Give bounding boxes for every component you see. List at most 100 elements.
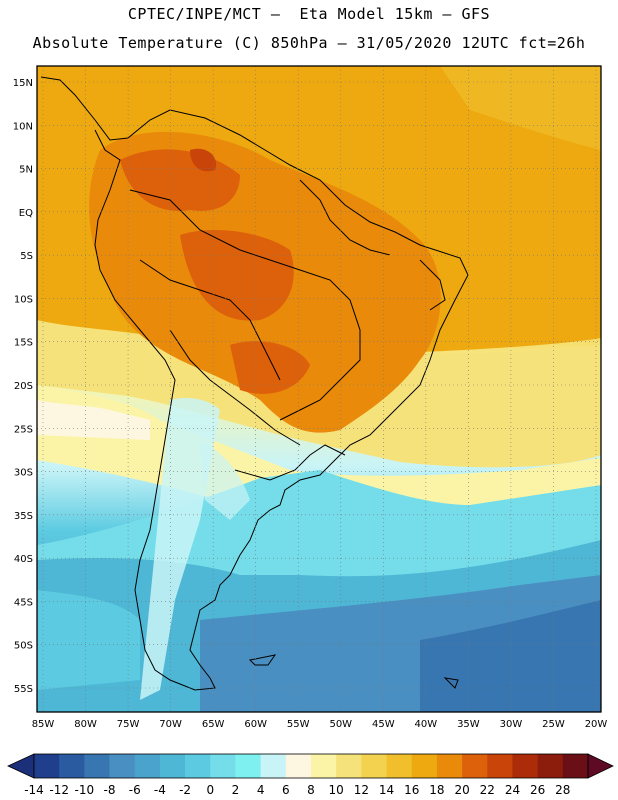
lon-tick-label: 50W [329, 719, 352, 730]
colorbar-swatch [386, 754, 413, 778]
lon-tick-label: 40W [415, 719, 438, 730]
colorbar-tick-label: 22 [480, 783, 495, 797]
colorbar-swatch [462, 754, 488, 778]
lon-tick-label: 70W [159, 719, 182, 730]
warm-patch-ne [440, 66, 601, 150]
colorbar-swatch [159, 754, 186, 778]
colorbar-high-arrow [587, 753, 614, 779]
colorbar-tick-label: 20 [454, 783, 469, 797]
lon-tick-label: 60W [244, 719, 267, 730]
colorbar-tick-label: -12 [49, 783, 69, 797]
coastlines [40, 76, 469, 691]
colorbar-tick-label: 14 [379, 783, 394, 797]
temperature-field [37, 66, 601, 712]
colorbar-tick-label: 16 [404, 783, 419, 797]
lon-tick-label: 75W [117, 719, 140, 730]
colorbar-swatch [134, 754, 161, 778]
colorbar-frame [33, 753, 589, 779]
lon-tick-label: 20W [585, 719, 608, 730]
colorbar-swatch [59, 754, 85, 778]
border-peru-bolivia [139, 259, 281, 381]
border-guianas [299, 179, 391, 256]
coast-rio-de-la-plata [234, 444, 346, 481]
colorbar-tick-label: 18 [429, 783, 444, 797]
cool-patch-w [37, 400, 150, 440]
colorbar-swatch [210, 754, 236, 778]
colorbar-tick-label: 2 [232, 783, 240, 797]
border-ne-brazil [419, 259, 446, 311]
lat-tick-label: 40S [14, 554, 33, 565]
colorbar-swatch [260, 754, 287, 778]
lat-tick-label: 55S [14, 684, 33, 695]
lon-tick-label: 45W [372, 719, 395, 730]
coast-south-georgia [443, 677, 459, 689]
colorbar-swatch [562, 754, 589, 778]
lat-tick-label: 5S [20, 251, 33, 262]
border-brazil-west [129, 189, 361, 421]
cold-patch-sw [37, 590, 140, 690]
colorbar-swatch [311, 754, 337, 778]
andes-cold-patch [200, 440, 250, 520]
lat-tick-label: 45S [14, 597, 33, 608]
colorbar-swatch [512, 754, 538, 778]
colorbar-swatch [34, 754, 60, 778]
chart-title-line1: CPTEC/INPE/MCT – Eta Model 15km – GFS [127, 5, 491, 23]
colorbar-tick-label: -10 [75, 783, 95, 797]
lon-tick-label: 65W [202, 719, 225, 730]
coldest-region [420, 600, 601, 712]
colorbar-tick-label: -14 [24, 783, 44, 797]
lon-tick-label: 35W [457, 719, 480, 730]
colorbar-swatch [436, 754, 463, 778]
colorbar-tick-label: 0 [206, 783, 214, 797]
colorbar-tick-label: -4 [154, 783, 166, 797]
map-frame [36, 65, 602, 713]
colorbar-swatch [361, 754, 387, 778]
colorbar-tick-label: 8 [307, 783, 315, 797]
lon-tick-label: 30W [500, 719, 523, 730]
colorbar-tick-label: -2 [179, 783, 191, 797]
lat-tick-label: 10S [14, 294, 33, 305]
colorbar-tick-label: 26 [530, 783, 545, 797]
colorbar: -14 -12 -10 -8 -6 -4 -2 0 2 4 6 8 10 12 14 16 18 20 22 24 26… [7, 753, 614, 797]
colorbar-swatch [185, 754, 211, 778]
lon-tick-label: 85W [32, 719, 55, 730]
lon-tick-label: 25W [542, 719, 565, 730]
lat-tick-label: 50S [14, 641, 33, 652]
hot-spot-amazon [180, 230, 294, 321]
coastline-south-america [40, 76, 469, 691]
longitude-axis: 85W 80W 75W 70W 65W 60W 55W 50W 45W 40W 35W 30W 25W 2… [32, 719, 608, 730]
colorbar-tick-label: -8 [104, 783, 116, 797]
colorbar-swatch [487, 754, 513, 778]
lat-tick-label: 15N [13, 78, 33, 89]
lon-tick-label: 55W [287, 719, 310, 730]
colorbar-low-arrow [7, 753, 35, 779]
border-paraguay-argentina [169, 329, 301, 446]
lat-tick-label: 35S [14, 511, 33, 522]
lat-tick-label: 20S [14, 381, 33, 392]
colorbar-swatch [84, 754, 110, 778]
lat-tick-label: 15S [14, 338, 33, 349]
hot-spot-center [230, 341, 310, 394]
lat-tick-label: 5N [19, 165, 33, 176]
colorbar-tick-label: -6 [129, 783, 141, 797]
colorbar-tick-label: 4 [257, 783, 265, 797]
colorbar-swatch [235, 754, 261, 778]
lon-tick-label: 80W [74, 719, 97, 730]
colorbar-tick-label: 6 [282, 783, 290, 797]
lat-tick-label: 30S [14, 468, 33, 479]
colorbar-tick-label: 10 [329, 783, 344, 797]
colorbar-tick-label: 24 [505, 783, 520, 797]
lat-tick-label: EQ [19, 208, 33, 219]
colorbar-swatch [411, 754, 438, 778]
colorbar-swatch [285, 754, 312, 778]
colorbar-tick-label: 28 [555, 783, 570, 797]
lat-tick-label: 25S [14, 424, 33, 435]
colorbar-swatch [109, 754, 136, 778]
chart-title-line2: Absolute Temperature (C) 850hPa – 31/05/… [32, 34, 586, 52]
hottest-spot [190, 148, 216, 172]
colorbar-swatch [336, 754, 362, 778]
colorbar-swatch [537, 754, 564, 778]
andes-cold-tongue [140, 398, 220, 700]
coast-falklands [248, 654, 277, 666]
